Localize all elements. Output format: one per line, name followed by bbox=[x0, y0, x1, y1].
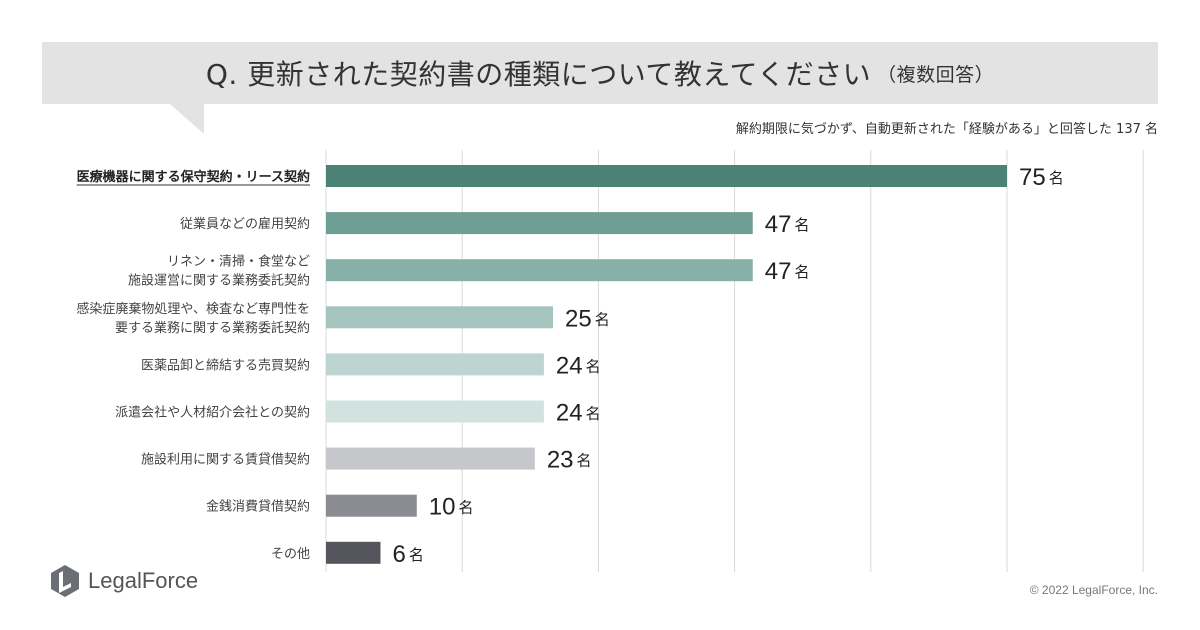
title-note: （複数回答） bbox=[877, 63, 995, 86]
copyright: © 2022 LegalForce, Inc. bbox=[1029, 583, 1158, 597]
data-label-unit: 名 bbox=[586, 357, 601, 375]
category-label: 施設利用に関する賃貸借契約 bbox=[141, 452, 310, 468]
data-label-unit: 名 bbox=[794, 216, 809, 234]
brand-logo: LegalForce bbox=[50, 564, 198, 598]
data-label: 25 bbox=[565, 305, 592, 332]
category-label: 医療機器に関する保守契約・リース契約 bbox=[77, 169, 310, 185]
speech-bubble-tail bbox=[170, 104, 204, 134]
category-label: 要する業務に関する業務委託契約 bbox=[115, 320, 310, 336]
chart-title: Q. 更新された契約書の種類について教えてください （複数回答） bbox=[42, 42, 1158, 104]
category-label: 従業員などの雇用契約 bbox=[180, 216, 310, 232]
data-label-unit: 名 bbox=[409, 546, 424, 564]
data-label: 47 bbox=[765, 258, 792, 285]
data-label: 6 bbox=[392, 541, 405, 568]
data-label-unit: 名 bbox=[794, 263, 809, 281]
data-label-unit: 名 bbox=[459, 499, 474, 517]
chart-subtitle: 解約期限に気づかず、自動更新された「経験がある」と回答した 137 名 bbox=[735, 122, 1158, 137]
data-label: 23 bbox=[547, 447, 574, 474]
bar bbox=[326, 400, 544, 423]
bar bbox=[326, 165, 1007, 187]
category-label: 医薬品卸と締結する売買契約 bbox=[141, 357, 310, 373]
category-label: 派遣会社や人材紹介会社との契約 bbox=[115, 405, 310, 421]
data-label-unit: 名 bbox=[1049, 169, 1064, 187]
data-label-unit: 名 bbox=[586, 405, 601, 423]
data-label: 75 bbox=[1019, 164, 1046, 191]
category-label: リネン・清掃・食堂など bbox=[167, 254, 310, 270]
data-label: 47 bbox=[765, 211, 792, 238]
data-label: 10 bbox=[429, 494, 456, 521]
data-label: 24 bbox=[556, 352, 583, 379]
category-label: その他 bbox=[271, 547, 310, 562]
title-main: Q. 更新された契約書の種類について教えてください bbox=[205, 58, 872, 91]
bar bbox=[326, 212, 753, 235]
bar bbox=[326, 259, 753, 282]
data-label-unit: 名 bbox=[577, 452, 592, 470]
bar bbox=[326, 447, 535, 470]
bar bbox=[326, 541, 381, 564]
data-label: 24 bbox=[556, 400, 583, 427]
category-label: 施設運営に関する業務委託契約 bbox=[128, 273, 310, 289]
brand-name: LegalForce bbox=[88, 568, 199, 593]
title-banner: Q. 更新された契約書の種類について教えてください （複数回答） bbox=[42, 42, 1158, 104]
category-label: 金銭消費貸借契約 bbox=[206, 499, 310, 515]
bar bbox=[326, 353, 544, 376]
bar bbox=[326, 494, 417, 517]
category-label: 感染症廃棄物処理や、検査など専門性を bbox=[76, 301, 310, 317]
legalforce-logo-icon bbox=[51, 565, 79, 597]
data-label-unit: 名 bbox=[595, 310, 610, 328]
bar bbox=[326, 306, 553, 329]
